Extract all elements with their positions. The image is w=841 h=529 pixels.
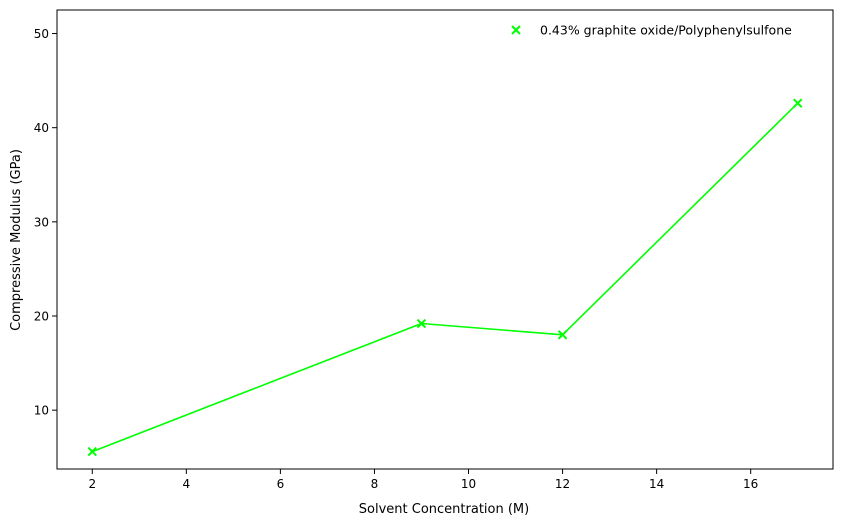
plot-background [57,10,833,469]
x-axis-label: Solvent Concentration (M) [359,502,529,517]
y-tick-label: 40 [34,121,49,135]
legend-label: 0.43% graphite oxide/Polyphenylsulfone [540,23,792,38]
x-tick-label: 16 [743,477,758,491]
x-tick-label: 12 [555,477,570,491]
y-tick-label: 50 [34,27,49,41]
legend: 0.43% graphite oxide/Polyphenylsulfone [511,23,792,38]
x-tick-label: 2 [88,477,96,491]
series-layer [87,98,803,457]
y-tick-label: 30 [34,215,49,229]
data-point-marker [87,446,97,457]
data-point-marker [793,98,803,108]
y-tick-label: 10 [34,404,49,418]
axes-frame [56,9,834,470]
legend-marker [511,25,521,35]
y-axis-label: Compressive Modulus (GPa) [9,149,24,331]
axes-layer: 2 4 6 8 10 12 14 16 10 20 30 40 50 [34,9,834,491]
plot-area [57,10,833,469]
series-line-0 [92,102,799,453]
data-point-marker [557,330,568,340]
y-tick-label: 20 [34,310,49,324]
data-point-marker [416,318,427,329]
x-tick-label: 6 [277,477,285,491]
x-tick-label: 8 [371,477,379,491]
x-tick-label: 4 [183,477,191,491]
x-tick-label: 14 [649,477,664,491]
x-tick-label: 10 [461,477,476,491]
